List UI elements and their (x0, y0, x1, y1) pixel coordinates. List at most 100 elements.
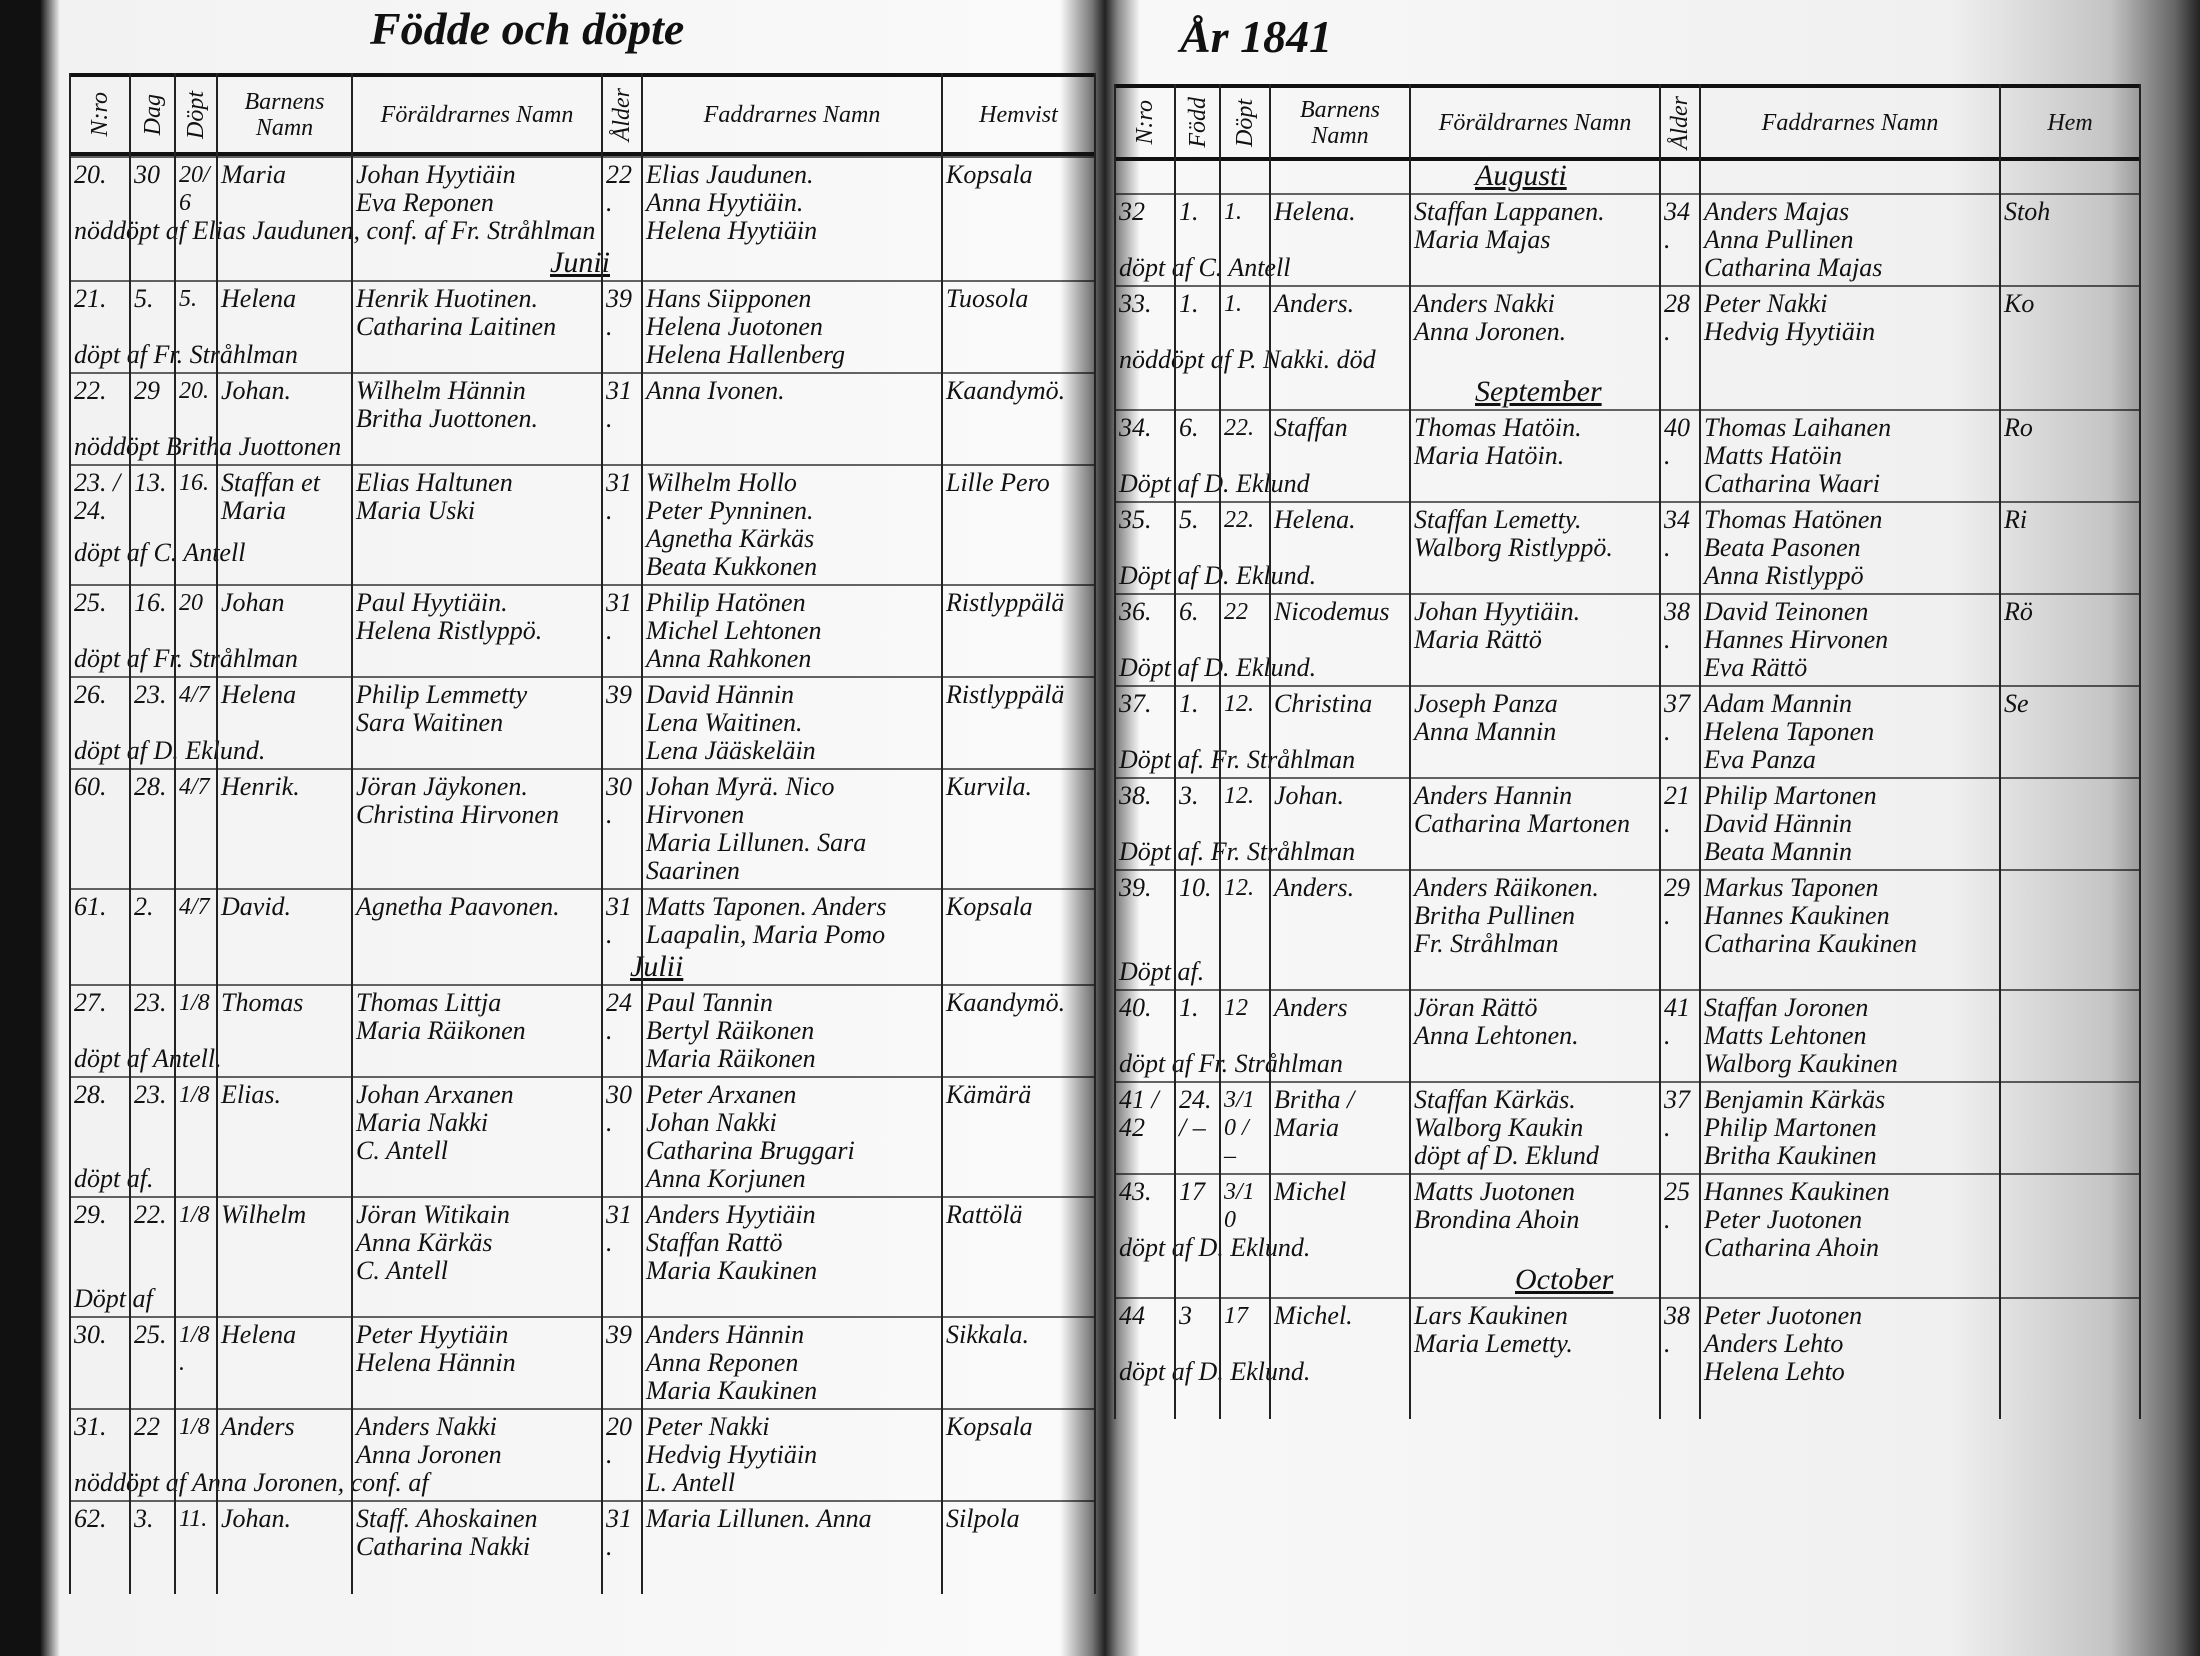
sponsor-name: Matts Lehtonen (1704, 1021, 1867, 1050)
parent-name: Staff. Ahoskainen (356, 1504, 538, 1533)
baptism-note: Döpt af D. Eklund (1119, 469, 1310, 498)
column-header: N:ro (1115, 88, 1175, 157)
parent-age: 39 (606, 680, 632, 709)
column-divider (2139, 84, 2141, 1419)
residence: Kopsala (946, 892, 1033, 921)
sponsor-name: Matts Hatöin (1704, 441, 1842, 470)
register-entry: 62. 3. 11. Johan. Staff. Ahoskainen Catharina… (70, 1500, 1095, 1564)
parent-name: Lars Kaukinen (1414, 1301, 1568, 1330)
baptism-note: döpt af D. Eklund. (1119, 1357, 1311, 1386)
column-header-label: Ålder (609, 87, 635, 142)
sponsor-name: David Hännin (1704, 809, 1853, 838)
register-entry: 21. 5. 5. Helena Henrik Huotinen. Catharina L… (70, 280, 1095, 372)
register-entry: 30. 25. 1/8. Helena Peter Hyytiäin Helena Hän… (70, 1316, 1095, 1408)
entry-number: 31. (74, 1412, 107, 1441)
month-row: Junii (70, 248, 1095, 280)
parent-name: Maria Uski (356, 496, 476, 525)
register-entry: 34. 6. 22. Staffan Thomas Hatöin. Maria Hatöi… (1115, 409, 2140, 501)
parents-cell: Joseph Panza Anna Mannin (1410, 690, 1660, 746)
parent-age: 25. (1664, 1177, 1690, 1234)
sponsors-cell: Anders Hännin Anna Reponen Maria Kaukinen (642, 1321, 942, 1405)
parent-name: Thomas Hatöin. (1414, 413, 1582, 442)
parent-age: 39. (606, 284, 632, 341)
month-row: September (1115, 377, 2140, 409)
parent-name: Paul Hyytiäin. (356, 588, 508, 617)
birth-day: 6. (1179, 413, 1199, 442)
residence (2000, 1086, 2140, 1170)
parent-name: Johan Hyytiäin. (1414, 597, 1581, 626)
birth-day: 25. (134, 1320, 167, 1349)
sponsor-name: Philip Martonen (1704, 781, 1877, 810)
title-left: Födde och döpte (370, 3, 685, 54)
sponsor-name: Laapalin, Maria Pomo (646, 920, 886, 949)
register-left-page: N:ro Dag Döpt Barnens Namn Föräldrarnes Namn… (70, 73, 1095, 1564)
sponsor-name: David Hännin (646, 680, 795, 709)
child-name: Helena. (1274, 197, 1356, 226)
birth-day: 16. (134, 588, 167, 617)
column-header: Faddrarnes Namn (1700, 88, 2000, 157)
entry-number: 20. (74, 160, 107, 189)
baptism-note: döpt af C. Antell (1119, 253, 1291, 282)
parent-name: Maria Nakki (356, 1108, 489, 1137)
sponsor-name: Helena Juotonen (646, 312, 823, 341)
column-header-label: Föräldrarnes Namn (380, 101, 574, 128)
sponsor-name: Hannes Hirvonen (1704, 625, 1889, 654)
baptism-note: Döpt af. (1119, 957, 1205, 986)
baptism-day: 16. (179, 470, 209, 496)
parent-name: Thomas Littja (356, 988, 502, 1017)
sponsor-name: Maria Lillunen. Sara Saarinen (646, 828, 867, 885)
residence: Kurvila. (946, 772, 1032, 801)
parents-cell: Agnetha Paavonen. (352, 893, 602, 949)
parents-cell: Jöran Rättö Anna Lehtonen. (1410, 994, 1660, 1050)
entry-number: 36. (1119, 597, 1152, 626)
parent-name: Britha Juottonen. (356, 404, 538, 433)
entry-number: 37. (1119, 689, 1152, 718)
sponsors-cell: Hans Siipponen Helena Juotonen Helena Hall… (642, 285, 942, 369)
sponsor-name: Helena Hyytiäin (646, 216, 818, 245)
baptism-day: 1. (1224, 291, 1242, 317)
parent-name: Walborg Ristlyppö. (1414, 533, 1613, 562)
register-entry: 33. 1. 1. Anders. Anders Nakki Anna Joronen. 2… (1115, 285, 2140, 377)
baptism-day: 1/8 (179, 990, 210, 1016)
sponsor-name: Hedvig Hyytiäin (1704, 317, 1876, 346)
parent-age: 38. (1664, 597, 1690, 654)
birth-day: 3. (1179, 781, 1199, 810)
sponsors-cell: David Hännin Lena Waitinen. Lena Jääskeläi… (642, 681, 942, 765)
baptism-day: 12. (1224, 783, 1254, 809)
parent-name: Anna Mannin (1414, 717, 1557, 746)
entry-number: 61. (74, 892, 107, 921)
residence: Kaandymö. (946, 376, 1066, 405)
residence (2000, 1302, 2140, 1386)
register-entry: 40. 1. 12 Anders Jöran Rättö Anna Lehtonen. 41… (1115, 989, 2140, 1081)
child-name: David. (221, 892, 292, 921)
column-header-label: N:ro (87, 92, 113, 137)
parent-name: Fr. Stråhlman (1414, 929, 1559, 958)
parents-cell: Anders Hannin Catharina Martonen (1410, 782, 1660, 838)
sponsor-name: Thomas Laihanen (1704, 413, 1892, 442)
column-header-label: Ålder (1667, 95, 1693, 150)
register-entry: 37. 1. 12. Christina Joseph Panza Anna Mannin… (1115, 685, 2140, 777)
birth-day: 5. (134, 284, 154, 313)
baptism-day: 17 (1224, 1303, 1248, 1329)
sponsors-cell: Matts Taponen. Anders Laapalin, Maria Pom… (642, 893, 942, 949)
child-name: Maria (221, 160, 286, 189)
sponsor-name: Britha Kaukinen (1704, 1141, 1877, 1170)
parent-name: Maria Lemetty. (1414, 1329, 1573, 1358)
birth-day: 28. (134, 772, 167, 801)
sponsors-cell: Elias Jaudunen. Anna Hyytiäin. Helena Hyyt… (642, 161, 942, 245)
column-header: Född (1175, 88, 1220, 157)
sponsor-name: Philip Hatönen (646, 588, 806, 617)
sponsor-name: Anders Lehto (1704, 1329, 1844, 1358)
column-divider (174, 73, 176, 1594)
parent-name: Staffan Kärkäs. (1414, 1085, 1576, 1114)
parent-name: Catharina Laitinen (356, 312, 557, 341)
parent-age: 22. (606, 160, 632, 217)
sponsors-cell: Peter Juotonen Anders Lehto Helena Lehto (1700, 1302, 2000, 1386)
baptism-note: döpt af D. Eklund. (1119, 1233, 1311, 1262)
parent-name: Philip Lemmetty (356, 680, 528, 709)
baptism-note: döpt af C. Antell (74, 538, 246, 567)
column-header-label: Döpt (183, 90, 209, 139)
child-name: Thomas (221, 988, 304, 1017)
column-header: Ålder (1660, 88, 1700, 157)
parent-name: Anna Kärkäs (356, 1228, 493, 1257)
